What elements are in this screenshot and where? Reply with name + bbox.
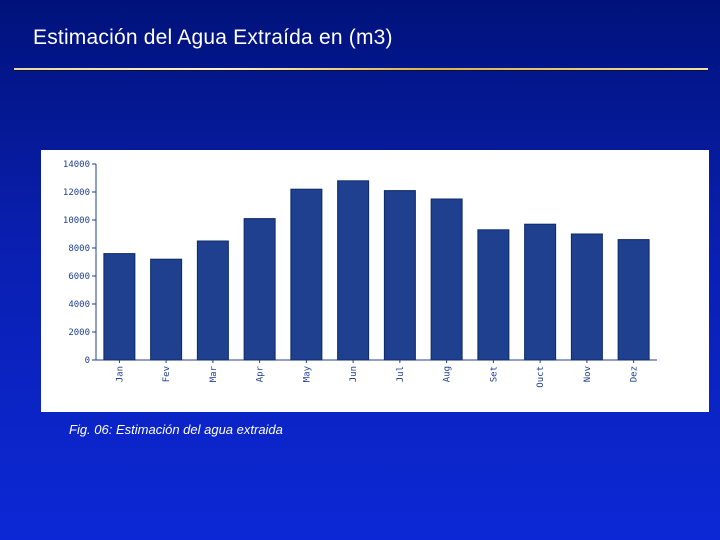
bar-jul bbox=[383, 190, 416, 361]
bar-aug bbox=[430, 198, 463, 361]
y-tick-label: 12000 bbox=[63, 188, 90, 198]
figure-caption: Fig. 06: Estimación del agua extraida bbox=[69, 422, 283, 437]
x-tick-label: May bbox=[302, 365, 312, 382]
bar-set bbox=[477, 229, 510, 361]
y-tick-label: 14000 bbox=[63, 160, 90, 170]
x-tick-label: Set bbox=[489, 366, 499, 382]
title-divider-shadow bbox=[14, 70, 708, 71]
y-tick-label: 4000 bbox=[68, 300, 90, 310]
x-tick-label: Aug bbox=[443, 366, 453, 382]
bar-jun bbox=[337, 180, 370, 361]
bar-may bbox=[290, 188, 323, 361]
y-tick-label: 2000 bbox=[68, 328, 90, 338]
bar-ouct bbox=[524, 223, 557, 361]
y-tick-label: 10000 bbox=[63, 216, 90, 226]
x-tick-label: Jul bbox=[396, 366, 406, 382]
bar-apr bbox=[243, 218, 276, 361]
bar-dez bbox=[617, 239, 650, 361]
x-tick-label: Jan bbox=[115, 366, 125, 382]
title-divider bbox=[14, 68, 708, 70]
x-tick-label: Apr bbox=[256, 365, 266, 382]
bar-mar bbox=[196, 240, 229, 361]
y-tick-label: 8000 bbox=[68, 244, 90, 254]
y-tick-label: 6000 bbox=[68, 272, 90, 282]
bar-jan bbox=[103, 253, 136, 361]
x-tick-label: Fev bbox=[162, 366, 172, 382]
x-tick-label: Ouct bbox=[536, 366, 546, 388]
chart-panel: 0 2000 4000 6000 8000 10000 12000 14000 Jan Fev Ma… bbox=[41, 150, 709, 412]
x-tick-label: Mar bbox=[209, 365, 219, 382]
x-tick-label: Jun bbox=[349, 366, 359, 382]
bar-fev bbox=[150, 258, 183, 361]
slide-title: Estimación del Agua Extraída en (m3) bbox=[33, 26, 393, 49]
x-tick-label: Nov bbox=[583, 366, 593, 382]
bar-chart: 0 2000 4000 6000 8000 10000 12000 14000 Jan Fev Ma… bbox=[63, 160, 657, 388]
bar-nov bbox=[570, 233, 603, 361]
y-tick-label: 0 bbox=[85, 356, 90, 366]
x-tick-label: Dez bbox=[630, 366, 640, 382]
